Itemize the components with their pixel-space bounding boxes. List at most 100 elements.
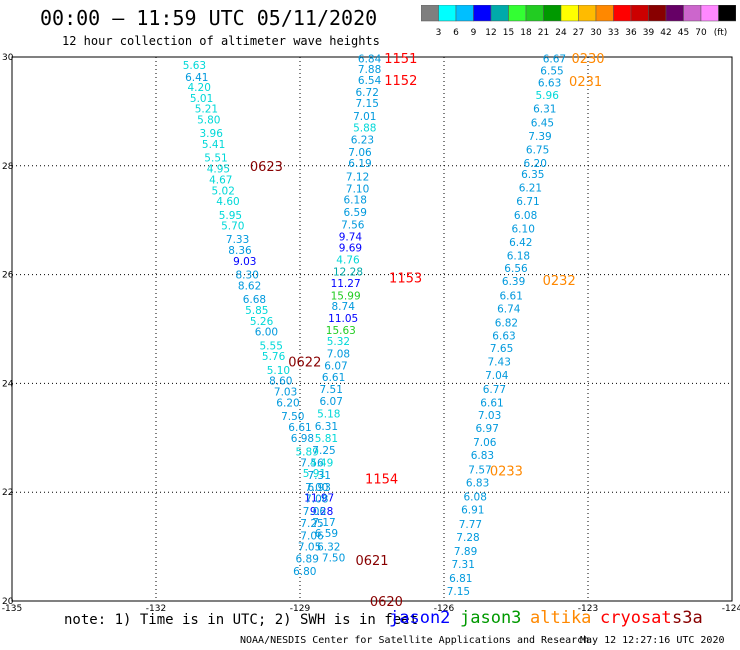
- wave-height-value: 5.70: [221, 221, 244, 233]
- colorbar-label: 39: [643, 28, 655, 38]
- wave-height-value: 8.30: [236, 270, 259, 282]
- wave-height-value: 6.56: [504, 263, 528, 275]
- wave-height-value: 5.02: [212, 185, 235, 197]
- wave-height-value: 5.88: [353, 123, 376, 135]
- wave-height-value: 6.20: [524, 158, 547, 170]
- colorbar-label: 18: [520, 28, 532, 38]
- wave-height-value: 6.00: [255, 327, 278, 339]
- pass-time-label: 0230: [571, 52, 604, 67]
- wave-height-value: 7.31: [452, 559, 475, 571]
- legend-altika: altika: [530, 608, 592, 628]
- wave-height-value: 6.31: [533, 104, 556, 116]
- wave-height-value: 7.15: [447, 586, 470, 598]
- pass-time-label: 1152: [384, 74, 417, 89]
- wave-height-value: 7.33: [226, 234, 249, 246]
- pass-time-label: 0232: [543, 274, 576, 289]
- wave-height-value: 6.42: [509, 237, 532, 249]
- wave-height-value: 7.57: [468, 464, 491, 476]
- wave-height-value: 9.03: [233, 256, 256, 268]
- pass-time-label: 1151: [384, 52, 417, 67]
- wave-height-value: 7.77: [459, 519, 482, 531]
- wave-height-value: 9.74: [339, 232, 363, 244]
- wave-height-value: 7.10: [346, 184, 369, 196]
- wave-height-value: 6.83: [471, 450, 494, 462]
- wave-height-value: 6.20: [276, 397, 299, 409]
- wave-height-value: 5.81: [315, 433, 338, 445]
- wave-height-value: 7.25: [312, 445, 335, 457]
- pass-time-label: 0231: [569, 75, 602, 90]
- wave-height-value: 7.28: [456, 532, 479, 544]
- colorbar-label: 42: [660, 28, 671, 38]
- wave-height-value: 6.61: [288, 422, 311, 434]
- wave-height-value: 3.96: [200, 128, 224, 140]
- colorbar-label: 70: [695, 28, 707, 38]
- wave-height-value: 7.17: [312, 517, 335, 529]
- x-tick-label: -129: [290, 604, 311, 614]
- wave-height-value: 5.26: [250, 316, 274, 328]
- wave-height-value: 6.23: [351, 135, 374, 147]
- wave-height-value: 6.32: [317, 542, 340, 554]
- legend-jason2: jason2: [389, 608, 451, 628]
- pass-time-label: 0621: [355, 554, 388, 569]
- x-tick-label: -126: [434, 604, 455, 614]
- wave-height-value: 6.54: [358, 75, 382, 87]
- wave-height-value: 7.50: [322, 552, 345, 564]
- y-tick-label: 24: [2, 379, 14, 389]
- wave-height-value: 7.12: [346, 172, 369, 184]
- colorbar-label: 36: [625, 28, 637, 38]
- wave-height-value: 5.76: [262, 351, 286, 363]
- x-tick-label: -124: [722, 604, 740, 614]
- wave-height-value: 6.68: [243, 294, 266, 306]
- wave-height-value: 6.97: [476, 423, 499, 435]
- chart-title: 00:00 – 11:59 UTC 05/11/2020: [40, 6, 378, 30]
- wave-height-value: 6.19: [348, 158, 371, 170]
- wave-height-value: 4.76: [336, 254, 360, 266]
- y-tick-label: 30: [2, 53, 14, 63]
- wave-height-value: 7.25: [300, 518, 323, 530]
- wave-height-value: 7.88: [358, 64, 381, 76]
- legend-cryosat: cryosat: [600, 608, 672, 628]
- wave-height-value: 7.04: [485, 370, 509, 382]
- colorbar-label: 3: [436, 28, 442, 38]
- colorbar-label: (ft): [714, 28, 728, 38]
- pass-time-label: 0620: [370, 595, 403, 610]
- y-tick-label: 26: [2, 271, 14, 281]
- x-tick-label: -135: [2, 604, 22, 614]
- wave-height-value: 7.50: [281, 411, 304, 423]
- wave-height-value: 4.49: [310, 457, 333, 469]
- wave-height-value: 5.91: [303, 468, 326, 480]
- colorbar-swatch: [718, 5, 736, 22]
- wave-height-value: 6.61: [322, 372, 345, 384]
- wave-height-value: 7.06: [473, 437, 497, 449]
- wave-height-value: 5.51: [204, 153, 227, 165]
- wave-height-value: 6.67: [543, 54, 566, 66]
- wave-height-value: 7.03: [478, 410, 501, 422]
- wave-height-value: 6.39: [502, 276, 525, 288]
- wave-height-value: 6.07: [324, 360, 347, 372]
- footer-timestamp: May 12 12:27:16 UTC 2020: [580, 635, 725, 646]
- wave-height-value: 6.35: [521, 169, 544, 181]
- wave-height-value: 6.63: [492, 331, 515, 343]
- wave-height-value: 6.98: [291, 433, 314, 445]
- wave-height-value: 8.36: [228, 245, 252, 257]
- wave-height-value: 6.74: [497, 303, 521, 315]
- pass-time-label: 1154: [365, 473, 398, 488]
- wave-height-value: 6.10: [512, 223, 535, 235]
- wave-height-value: 6.07: [320, 396, 343, 408]
- wave-height-value: 5.32: [327, 336, 350, 348]
- wave-height-value: 7.15: [356, 98, 379, 110]
- y-tick-label: 20: [2, 597, 14, 607]
- wave-height-value: 5.85: [245, 305, 268, 317]
- colorbar-label: 24: [555, 28, 567, 38]
- legend-jason3: jason3: [460, 608, 522, 628]
- footer-credit: NOAA/NESDIS Center for Satellite Applica…: [240, 635, 590, 646]
- wave-height-value: 4.60: [216, 196, 239, 208]
- wave-height-value: 5.55: [260, 340, 283, 352]
- wave-height-value: 6.45: [531, 117, 554, 129]
- wave-height-value: 6.55: [540, 66, 563, 78]
- wave-height-colorbar: 3 6 9 12 15 18 21 24 27 30 33 36 39 42 45 70 (ft): [421, 5, 736, 38]
- colorbar-label: 21: [538, 28, 549, 38]
- pass-time-label: 1153: [389, 271, 422, 286]
- wave-height-value: 6.72: [356, 87, 379, 99]
- wave-height-value: 12.28: [333, 266, 363, 278]
